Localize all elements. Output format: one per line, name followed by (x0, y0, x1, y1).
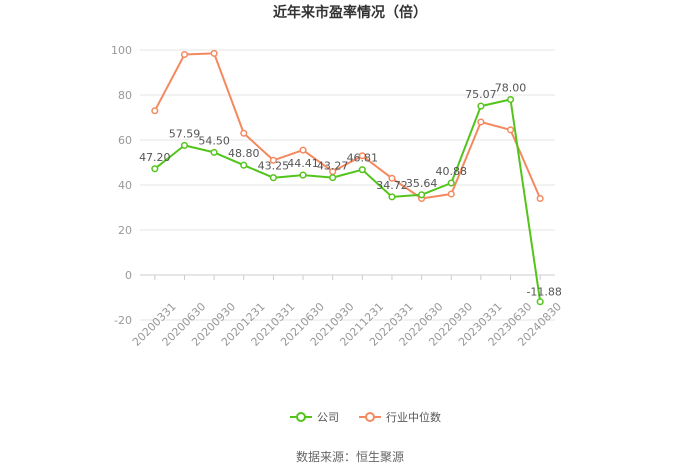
data-point[interactable] (418, 191, 426, 199)
data-point[interactable] (329, 174, 337, 182)
y-axis: -20 0 20 40 60 80 100 (111, 44, 132, 327)
legend-marker-icon (296, 412, 306, 422)
data-label: -11.88 (526, 286, 561, 299)
legend-item-industry-median[interactable]: 行业中位数 (359, 410, 441, 424)
chart-title: 近年来市盈率情况（倍） (273, 4, 427, 21)
data-label: 47.20 (139, 151, 171, 164)
data-point[interactable] (358, 166, 366, 174)
legend-label: 行业中位数 (386, 410, 441, 424)
series-line (153, 52, 542, 200)
y-tick-label: 80 (118, 89, 132, 102)
data-point[interactable] (477, 102, 485, 110)
legend-item-company[interactable]: 公司 (290, 411, 339, 424)
y-tick-label: 40 (118, 179, 132, 192)
data-point[interactable] (240, 129, 248, 137)
data-point[interactable] (180, 50, 189, 59)
data-label: 40.88 (436, 165, 468, 178)
data-label: 78.00 (495, 82, 527, 95)
data-point[interactable] (299, 146, 307, 154)
series-line (154, 98, 542, 302)
grid-lines (140, 49, 555, 321)
data-point[interactable] (388, 174, 396, 182)
data-point[interactable] (210, 148, 218, 156)
data-point[interactable] (180, 141, 189, 149)
data-point[interactable] (536, 194, 544, 203)
legend[interactable]: 公司 行业中位数 (290, 410, 441, 424)
y-tick-label: 60 (118, 134, 132, 147)
data-point[interactable] (299, 171, 307, 179)
data-point[interactable] (536, 298, 544, 306)
data-point[interactable] (269, 156, 277, 164)
series-company: 47.20 57.5954.5048.8043.2544.4143.2746.81… (139, 82, 562, 306)
data-label: 35.64 (406, 177, 438, 190)
x-axis: 2020033120200630202009302020123120210331… (130, 275, 564, 349)
data-label: 57.59 (169, 127, 201, 140)
data-point[interactable] (506, 126, 515, 134)
data-label: 75.07 (465, 88, 497, 101)
data-point[interactable] (506, 95, 515, 104)
y-tick-label: -20 (114, 314, 132, 327)
data-point[interactable] (151, 165, 159, 173)
data-point[interactable] (151, 107, 159, 115)
legend-label: 公司 (317, 411, 339, 424)
data-label: 46.81 (347, 152, 379, 165)
data-point[interactable] (358, 152, 366, 160)
data-point[interactable] (388, 193, 396, 201)
data-source: 数据来源：恒生聚源 (296, 449, 404, 464)
data-label: 54.50 (198, 134, 230, 147)
data-point[interactable] (240, 161, 248, 169)
data-label: 34.72 (376, 179, 408, 192)
legend-marker-icon (365, 412, 375, 422)
data-label: 43.27 (317, 160, 349, 173)
data-point[interactable] (210, 49, 218, 57)
y-tick-label: 100 (111, 44, 132, 57)
series-industry-median (151, 49, 544, 203)
data-point[interactable] (447, 179, 455, 187)
data-point[interactable] (269, 174, 277, 182)
data-point[interactable] (447, 190, 455, 198)
data-label: 44.41 (287, 157, 319, 170)
data-label: 48.80 (228, 147, 260, 160)
y-tick-label: 20 (118, 224, 132, 237)
series-group: 47.20 57.5954.5048.8043.2544.4143.2746.81… (139, 49, 562, 306)
data-label: 43.25 (258, 160, 290, 173)
y-tick-label: 0 (125, 269, 132, 282)
data-point[interactable] (477, 118, 485, 126)
